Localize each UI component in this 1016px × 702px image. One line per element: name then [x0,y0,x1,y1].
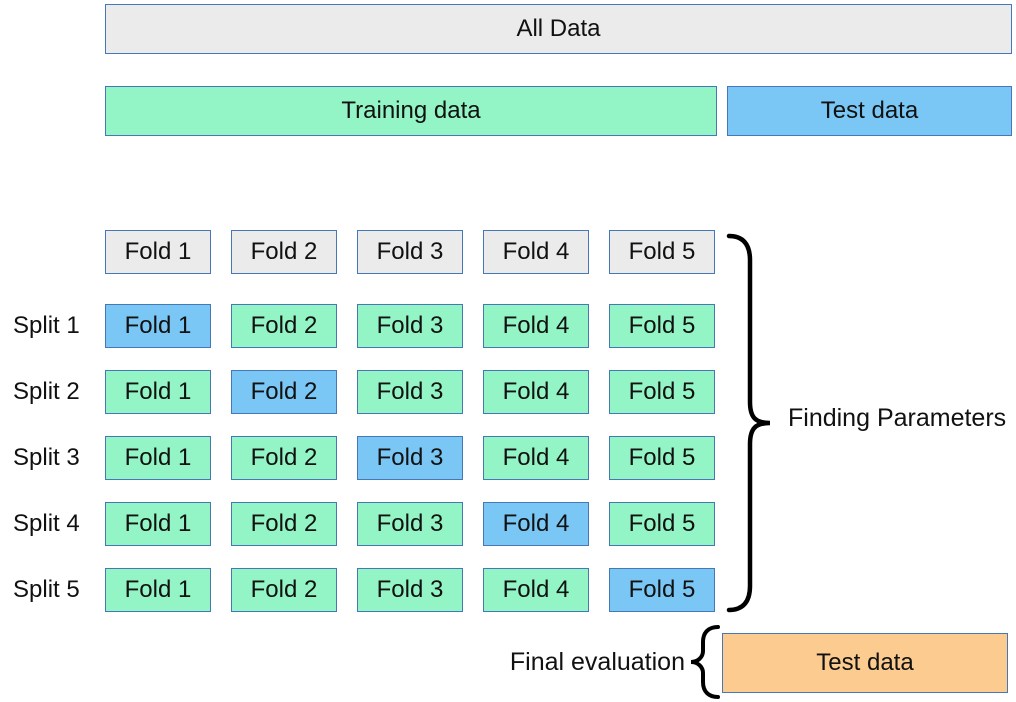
final-evaluation-label: Final evaluation [509,648,685,676]
fold-box: Fold 5 [609,502,715,546]
final-test-data-bar: Test data [722,633,1008,693]
fold-box: Fold 5 [609,370,715,414]
split-row: Split 4 Fold 1 Fold 2 Fold 3 Fold 4 Fold 5 [13,502,715,546]
split-label: Split 5 [13,576,80,603]
fold-header-box: Fold 1 [105,230,211,274]
fold-box: Fold 3 [357,304,463,348]
fold-box: Fold 1 [105,304,211,348]
split-label: Split 1 [13,312,80,339]
fold-box: Fold 1 [105,568,211,612]
test-data-bar: Test data [727,86,1012,136]
fold-header-row: Fold 1 Fold 2 Fold 3 Fold 4 Fold 5 [105,230,715,274]
finding-parameters-label: Finding Parameters [788,404,1007,432]
fold-box: Fold 2 [231,370,337,414]
fold-box: Fold 2 [231,568,337,612]
fold-box: Fold 5 [609,568,715,612]
fold-box: Fold 4 [483,502,589,546]
fold-box: Fold 4 [483,436,589,480]
all-data-bar: All Data [105,4,1012,54]
split-row: Split 3 Fold 1 Fold 2 Fold 3 Fold 4 Fold 5 [13,436,715,480]
fold-box: Fold 4 [483,568,589,612]
split-label: Split 3 [13,444,80,471]
fold-box: Fold 2 [231,502,337,546]
split-label: Split 2 [13,378,80,405]
fold-box: Fold 4 [483,304,589,348]
fold-box: Fold 3 [357,568,463,612]
fold-header-box: Fold 3 [357,230,463,274]
fold-header-box: Fold 5 [609,230,715,274]
fold-header-box: Fold 2 [231,230,337,274]
split-label: Split 4 [13,510,80,537]
fold-box: Fold 1 [105,370,211,414]
split-row: Split 1 Fold 1 Fold 2 Fold 3 Fold 4 Fold 5 [13,304,715,348]
fold-box: Fold 5 [609,304,715,348]
curly-brace-left-icon [690,625,720,699]
fold-box: Fold 5 [609,436,715,480]
fold-box: Fold 4 [483,370,589,414]
fold-box: Fold 3 [357,436,463,480]
fold-header-box: Fold 4 [483,230,589,274]
split-row: Split 5 Fold 1 Fold 2 Fold 3 Fold 4 Fold 5 [13,568,715,612]
fold-box: Fold 1 [105,502,211,546]
fold-box: Fold 3 [357,502,463,546]
fold-box: Fold 2 [231,436,337,480]
fold-box: Fold 2 [231,304,337,348]
fold-box: Fold 3 [357,370,463,414]
split-row: Split 2 Fold 1 Fold 2 Fold 3 Fold 4 Fold 5 [13,370,715,414]
curly-brace-right-icon [726,233,771,613]
training-data-bar: Training data [105,86,717,136]
fold-box: Fold 1 [105,436,211,480]
